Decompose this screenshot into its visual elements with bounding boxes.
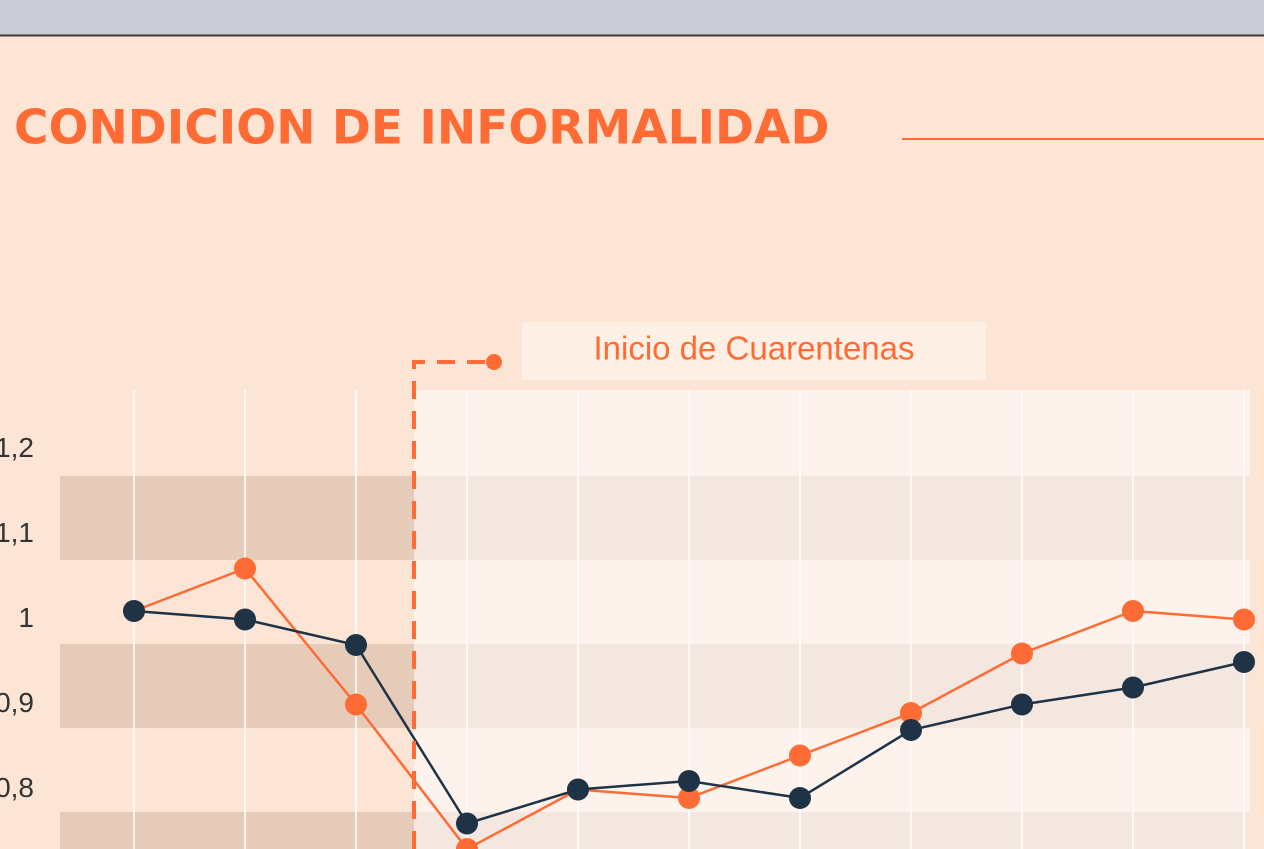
y-tick-label: 0,9 (0, 687, 34, 718)
annotation: Inicio de Cuarentenas (593, 330, 914, 367)
point (1011, 642, 1033, 665)
quarantine-dot (486, 354, 502, 370)
point (678, 770, 700, 792)
y-tick-label: 0,8 (0, 772, 34, 803)
y-tick-label: 1,2 (0, 432, 34, 463)
point (900, 702, 922, 724)
chart-title: CONDICION DE INFORMALIDAD (14, 101, 829, 156)
point (345, 634, 367, 656)
annotation-box (522, 322, 986, 380)
plot (123, 557, 1255, 849)
point (234, 608, 256, 631)
point (1122, 600, 1144, 622)
point (345, 693, 367, 716)
point (900, 719, 922, 741)
point (123, 600, 145, 622)
y-tick-label: 1 (18, 602, 34, 633)
quarantine-region (414, 390, 1250, 849)
quarantine-line (412, 360, 494, 849)
point (789, 744, 811, 767)
point (1122, 676, 1144, 699)
point (678, 787, 700, 809)
point (1233, 651, 1255, 673)
point (567, 778, 589, 801)
point (1011, 693, 1033, 716)
point (456, 838, 478, 849)
top-bar (0, 0, 1264, 35)
point (1233, 608, 1255, 631)
y-tick-label: 1,1 (0, 517, 34, 548)
point (789, 787, 811, 809)
point (456, 812, 478, 835)
point (234, 557, 256, 580)
